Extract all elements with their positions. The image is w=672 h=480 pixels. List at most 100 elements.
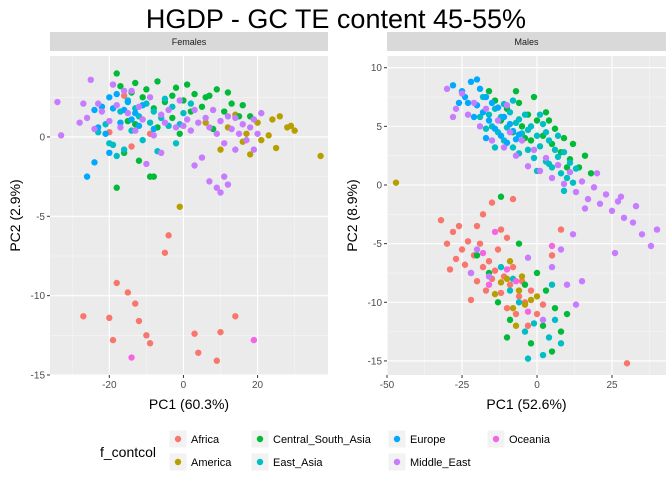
data-point	[494, 299, 502, 306]
data-point	[482, 93, 490, 101]
data-point	[584, 195, 592, 203]
x-tick-label: -25	[455, 380, 470, 391]
y-axis-label: PC2 (8.9%)	[344, 179, 360, 251]
data-point	[246, 151, 254, 158]
data-point	[614, 198, 622, 205]
data-point	[132, 127, 139, 134]
data-point	[276, 113, 284, 120]
data-point	[488, 137, 496, 144]
data-point	[608, 207, 616, 215]
data-point	[587, 170, 595, 177]
data-point	[239, 121, 246, 128]
data-point	[120, 146, 128, 153]
data-point	[213, 130, 220, 137]
data-point	[464, 111, 472, 118]
data-point	[623, 360, 631, 367]
data-point	[117, 119, 124, 126]
data-point	[176, 130, 183, 137]
data-point	[572, 188, 580, 196]
data-point	[494, 117, 502, 124]
data-point	[202, 119, 209, 126]
data-point	[482, 125, 490, 132]
data-point	[542, 154, 550, 162]
data-point	[243, 130, 250, 137]
data-point	[191, 106, 198, 114]
data-point	[503, 234, 511, 241]
x-tick-label: 25	[606, 380, 618, 391]
data-point	[476, 113, 484, 121]
y-tick-label: 0	[376, 181, 382, 192]
series-africa	[437, 195, 631, 367]
data-point	[569, 140, 577, 148]
data-point	[554, 161, 562, 169]
data-point	[512, 310, 520, 318]
data-point	[560, 180, 568, 188]
data-point	[503, 139, 511, 146]
data-point	[128, 354, 135, 361]
data-point	[250, 146, 258, 153]
data-point	[548, 348, 556, 355]
data-point	[172, 84, 180, 91]
y-tick-label: -5	[36, 212, 45, 223]
data-point	[232, 313, 239, 320]
data-point	[464, 238, 472, 245]
data-point	[479, 211, 487, 218]
data-point	[198, 103, 206, 110]
data-point	[232, 114, 239, 122]
data-point	[139, 94, 146, 101]
data-point	[124, 109, 132, 117]
legend-item-america: America	[169, 453, 232, 471]
legend-marker	[393, 435, 401, 443]
x-tick-label: 0	[181, 380, 187, 391]
data-point	[569, 231, 577, 238]
data-point	[512, 152, 520, 159]
data-point	[563, 174, 571, 182]
data-point	[500, 144, 508, 151]
data-point	[536, 143, 544, 150]
data-point	[551, 146, 559, 154]
data-point	[494, 246, 502, 253]
data-point	[545, 160, 553, 168]
data-point	[566, 159, 574, 166]
data-point	[135, 317, 143, 325]
data-point	[515, 99, 523, 107]
data-point	[124, 289, 132, 296]
data-point	[638, 231, 646, 238]
data-point	[512, 136, 520, 143]
y-tick-label: -10	[368, 298, 383, 309]
data-point	[470, 99, 478, 107]
data-point	[449, 113, 457, 121]
data-point	[533, 293, 541, 300]
data-point	[581, 205, 589, 212]
x-axis-label: PC1 (60.3%)	[149, 396, 229, 412]
data-point	[291, 127, 298, 134]
data-point	[563, 310, 571, 318]
data-point	[560, 148, 568, 156]
data-point	[554, 153, 562, 161]
data-point	[132, 300, 139, 307]
facet-title: Males	[514, 37, 539, 47]
data-point	[485, 281, 493, 288]
data-point	[524, 355, 532, 362]
data-point	[560, 187, 568, 195]
data-point	[515, 299, 523, 306]
data-point	[228, 125, 235, 133]
data-point	[206, 178, 213, 185]
facet-strip	[50, 32, 328, 51]
data-point	[539, 322, 547, 329]
data-point	[506, 287, 514, 294]
data-point	[120, 92, 128, 99]
data-point	[506, 109, 514, 116]
data-point	[488, 99, 496, 107]
data-point	[128, 116, 135, 123]
data-point	[617, 193, 625, 200]
data-point	[473, 246, 481, 253]
legend-label: Middle_East	[410, 457, 471, 469]
series-europe	[83, 90, 157, 180]
data-point	[497, 132, 505, 139]
data-point	[473, 252, 481, 259]
data-point	[485, 87, 493, 95]
data-point	[217, 328, 224, 336]
data-point	[232, 146, 239, 153]
